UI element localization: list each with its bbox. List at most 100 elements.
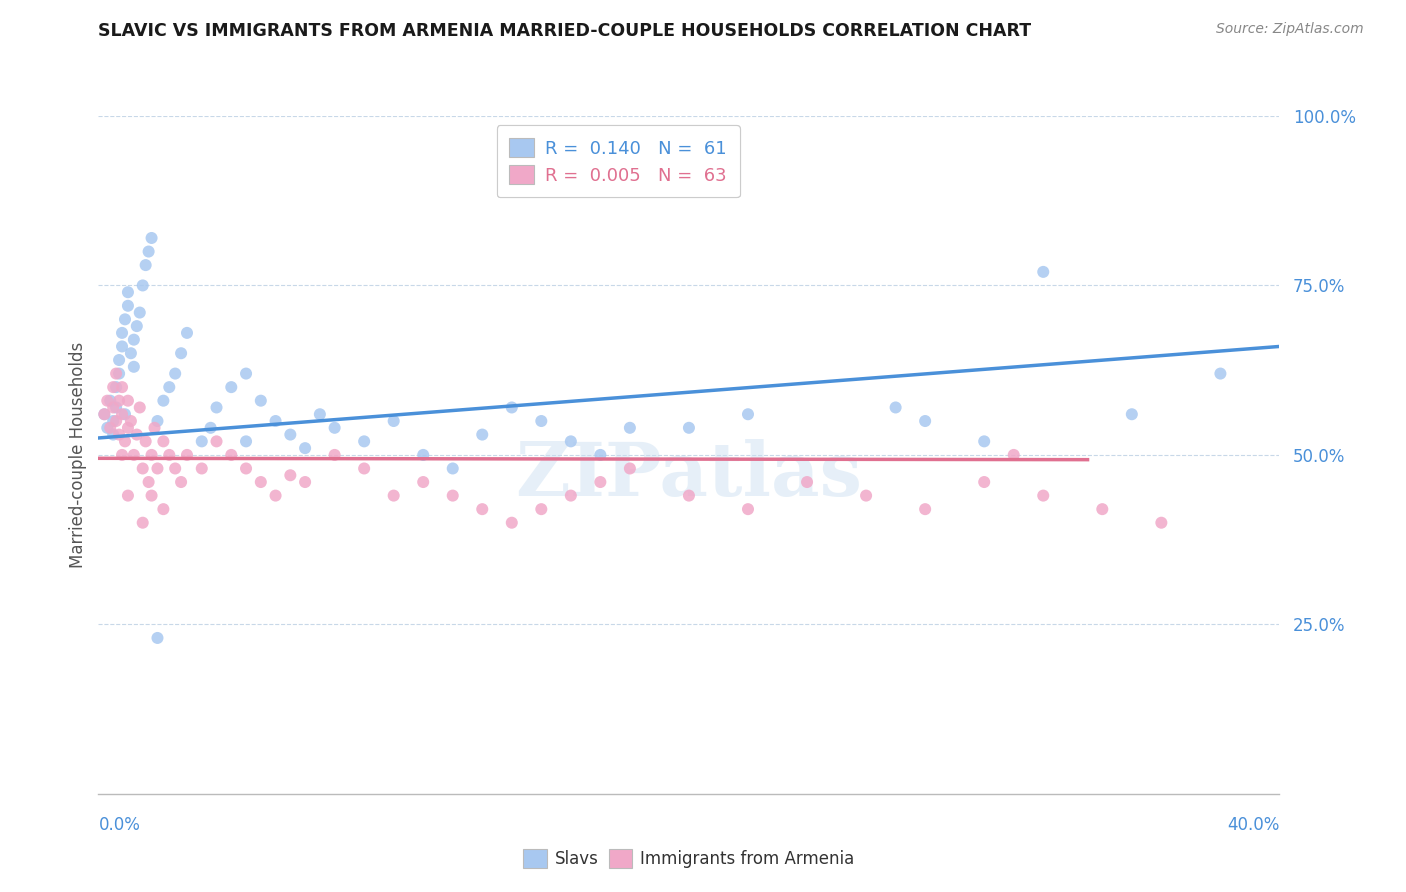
Point	[1091, 502, 1114, 516]
Point	[135, 434, 157, 449]
Point	[114, 312, 136, 326]
Point	[884, 401, 907, 415]
Point	[737, 502, 759, 516]
Point	[619, 421, 641, 435]
Point	[117, 299, 139, 313]
Point	[152, 502, 174, 516]
Legend: Slavs, Immigrants from Armenia: Slavs, Immigrants from Armenia	[516, 843, 862, 875]
Point	[264, 414, 287, 428]
Point	[170, 346, 193, 360]
Point	[138, 244, 160, 259]
Point	[441, 461, 464, 475]
Point	[132, 461, 155, 475]
Point	[1032, 489, 1054, 503]
Point	[219, 380, 242, 394]
Point	[264, 489, 287, 503]
Point	[412, 475, 434, 489]
Point	[93, 407, 115, 421]
Point	[138, 475, 160, 489]
Point	[1121, 407, 1143, 421]
Point	[122, 448, 145, 462]
Point	[146, 414, 169, 428]
Point	[98, 421, 121, 435]
Point	[111, 407, 134, 421]
Point	[796, 475, 818, 489]
Point	[294, 441, 316, 455]
Point	[530, 414, 553, 428]
Point	[1002, 448, 1025, 462]
Point	[1032, 265, 1054, 279]
Point	[143, 421, 166, 435]
Point	[235, 461, 257, 475]
Point	[105, 367, 128, 381]
Point	[152, 434, 174, 449]
Point	[103, 427, 125, 442]
Point	[560, 489, 582, 503]
Text: SLAVIC VS IMMIGRANTS FROM ARMENIA MARRIED-COUPLE HOUSEHOLDS CORRELATION CHART: SLAVIC VS IMMIGRANTS FROM ARMENIA MARRIE…	[98, 22, 1032, 40]
Point	[117, 421, 139, 435]
Point	[125, 319, 148, 334]
Point	[973, 434, 995, 449]
Point	[501, 401, 523, 415]
Point	[103, 401, 125, 415]
Point	[176, 326, 198, 340]
Point	[141, 448, 163, 462]
Point	[141, 489, 163, 503]
Y-axis label: Married-couple Households: Married-couple Households	[69, 342, 87, 568]
Point	[278, 468, 302, 483]
Point	[353, 434, 375, 449]
Point	[278, 427, 302, 442]
Point	[157, 448, 180, 462]
Point	[128, 305, 150, 319]
Point	[111, 448, 134, 462]
Point	[382, 414, 405, 428]
Point	[111, 326, 134, 340]
Point	[914, 414, 936, 428]
Point	[105, 414, 128, 428]
Point	[96, 421, 118, 435]
Point	[111, 339, 134, 353]
Point	[117, 393, 139, 408]
Point	[250, 393, 273, 408]
Point	[200, 421, 222, 435]
Point	[165, 461, 187, 475]
Point	[128, 401, 150, 415]
Point	[678, 421, 700, 435]
Point	[191, 434, 214, 449]
Point	[235, 434, 257, 449]
Text: Source: ZipAtlas.com: Source: ZipAtlas.com	[1216, 22, 1364, 37]
Point	[219, 448, 242, 462]
Point	[114, 434, 136, 449]
Text: ZIPatlas: ZIPatlas	[516, 439, 862, 512]
Point	[294, 475, 316, 489]
Point	[98, 393, 121, 408]
Point	[191, 461, 214, 475]
Point	[855, 489, 877, 503]
Point	[114, 407, 136, 421]
Point	[96, 393, 118, 408]
Point	[471, 502, 494, 516]
Point	[103, 380, 125, 394]
Point	[250, 475, 273, 489]
Point	[105, 401, 128, 415]
Point	[441, 489, 464, 503]
Text: 40.0%: 40.0%	[1227, 816, 1279, 834]
Point	[914, 502, 936, 516]
Point	[93, 407, 115, 421]
Point	[165, 367, 187, 381]
Point	[619, 461, 641, 475]
Point	[353, 461, 375, 475]
Point	[135, 258, 157, 272]
Point	[1150, 516, 1173, 530]
Point	[471, 427, 494, 442]
Point	[122, 333, 145, 347]
Point	[382, 489, 405, 503]
Point	[141, 231, 163, 245]
Point	[205, 401, 228, 415]
Point	[309, 407, 332, 421]
Legend: R =  0.140   N =  61, R =  0.005   N =  63: R = 0.140 N = 61, R = 0.005 N = 63	[496, 125, 740, 197]
Point	[117, 489, 139, 503]
Point	[120, 346, 142, 360]
Point	[589, 448, 612, 462]
Point	[412, 448, 434, 462]
